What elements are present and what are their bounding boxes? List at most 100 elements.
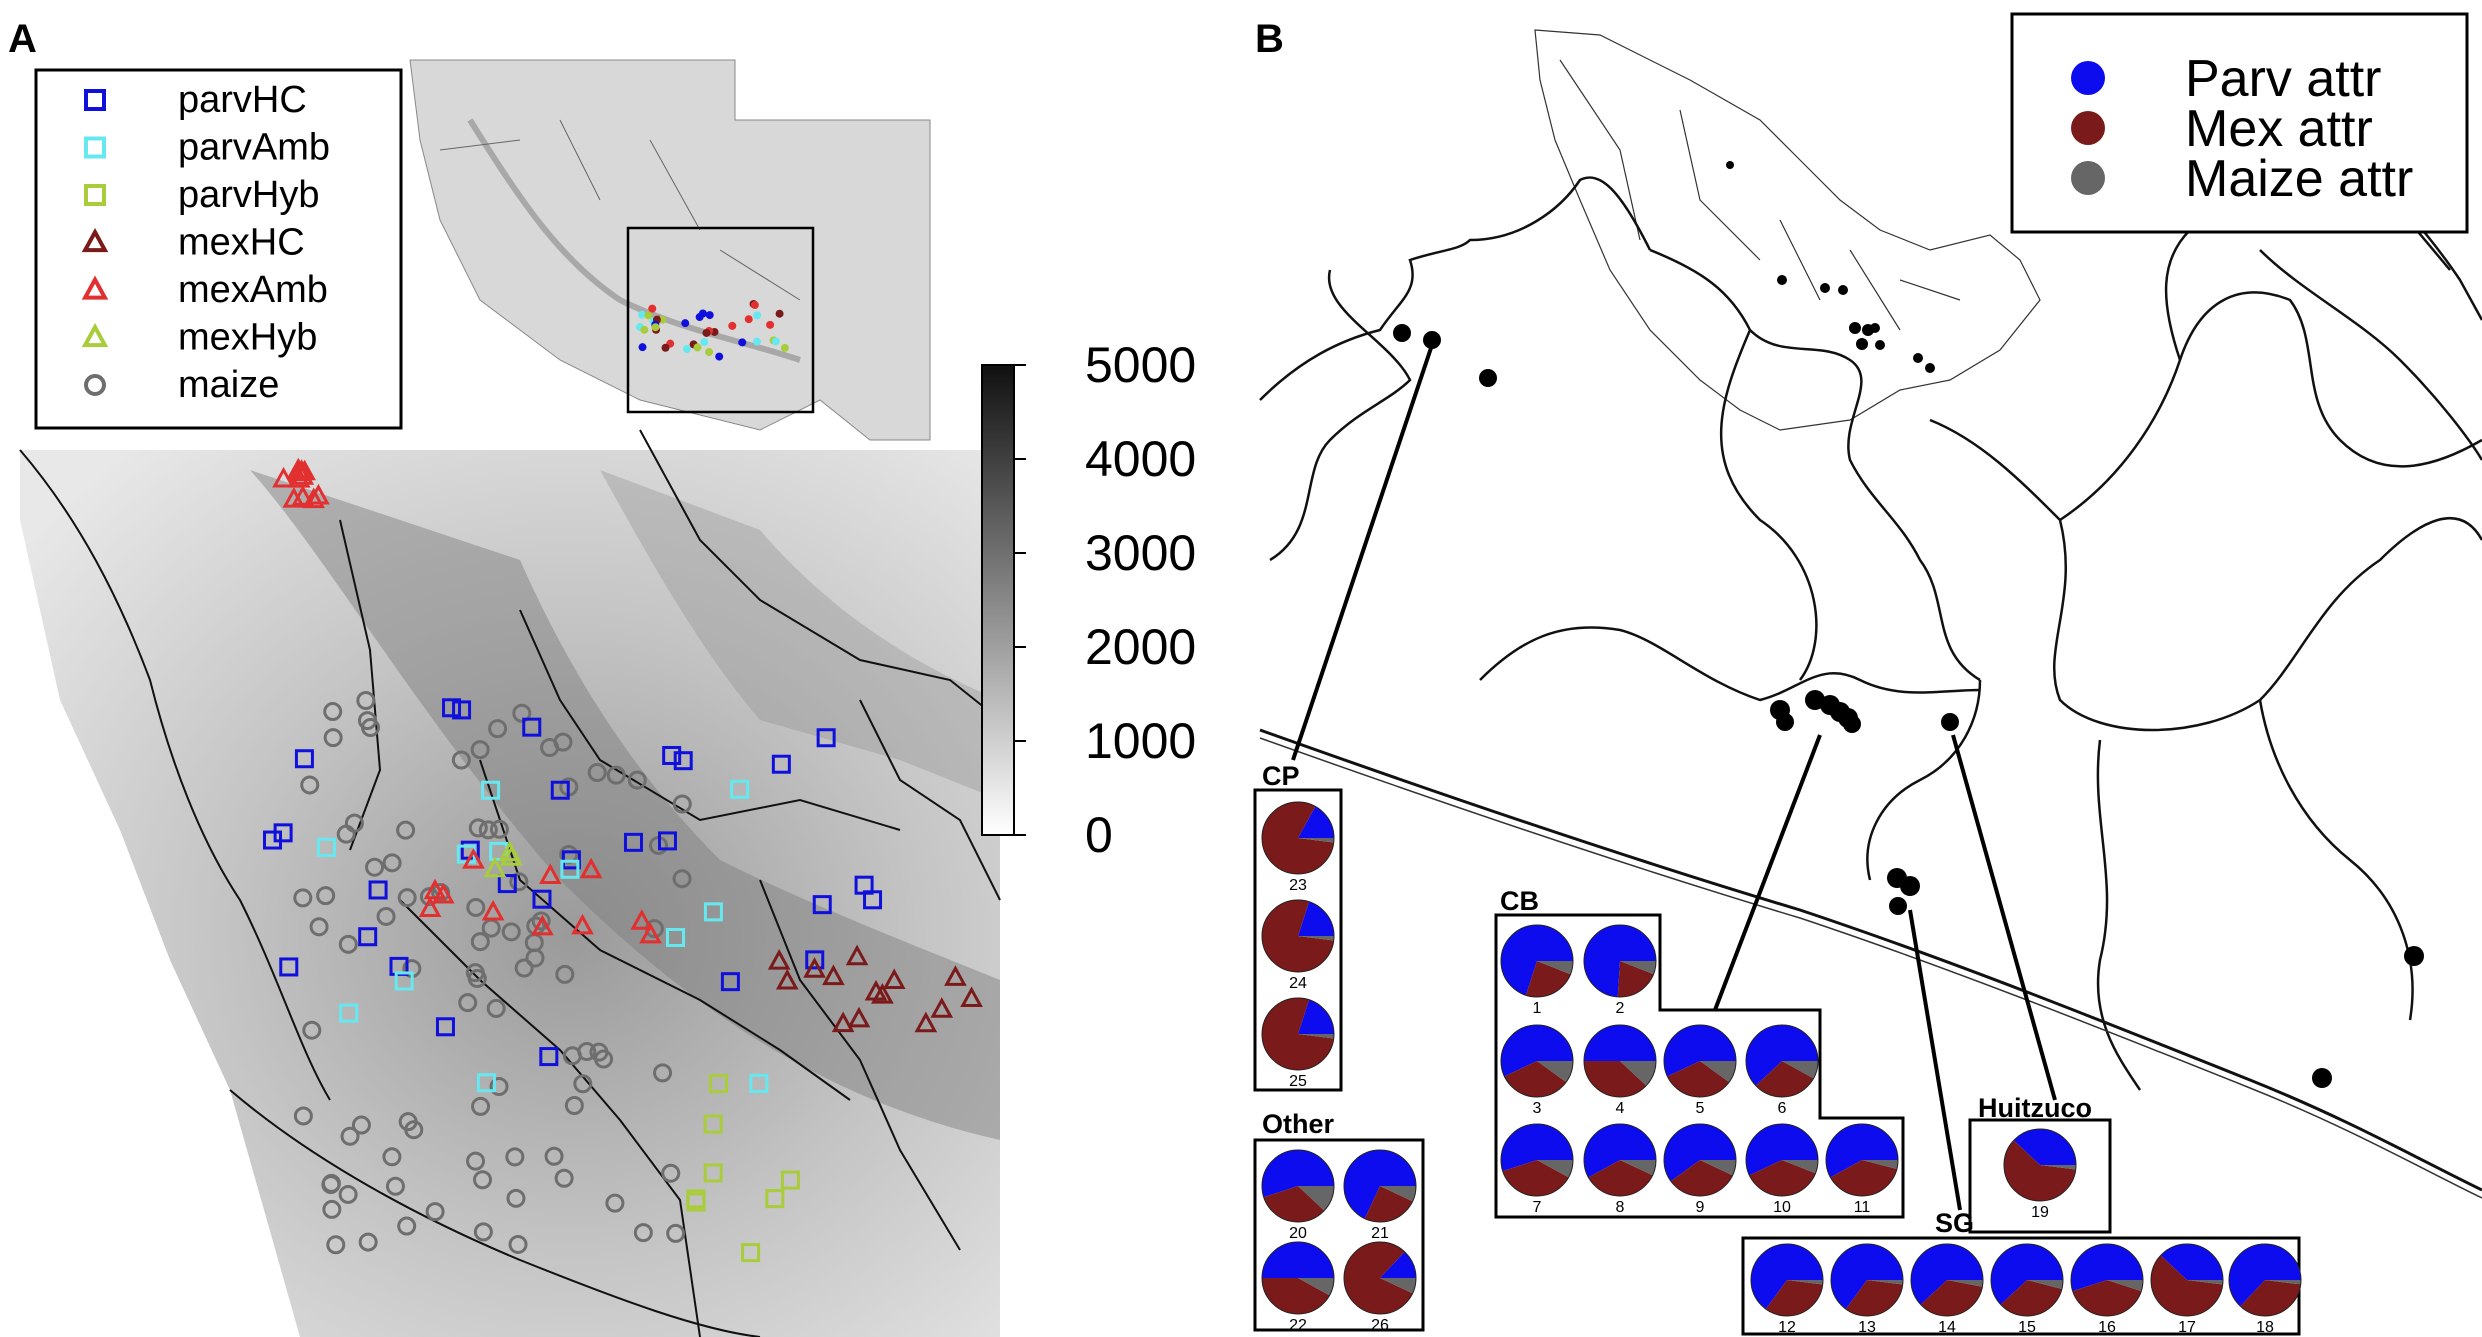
- pie-outline: [2150, 1243, 2224, 1317]
- map-point-maize: [351, 1115, 371, 1135]
- pie-slice-parv: [1501, 925, 1573, 996]
- map-point-parvHC: [358, 927, 378, 947]
- pie-slice-parv: [1262, 1242, 1334, 1278]
- pie-number: 18: [2256, 1319, 2274, 1336]
- pie-slice-maize: [2187, 1280, 2223, 1285]
- map-point-maize: [396, 820, 416, 840]
- map-point-mexAmb: [531, 914, 554, 936]
- pie-slice-mex: [1617, 961, 1654, 997]
- map-point-parvAmb: [317, 837, 337, 857]
- map-point-parvHyb: [703, 1114, 723, 1134]
- map-point-maize: [466, 897, 486, 917]
- pie-number: 16: [2098, 1319, 2116, 1336]
- pie-slice-mex: [1262, 997, 1334, 1071]
- pie-outline: [2228, 1243, 2302, 1317]
- pie-number: 5: [1696, 1100, 1705, 1117]
- pie-slice-maize: [1298, 838, 1334, 843]
- pie-slice-maize: [2265, 1280, 2301, 1285]
- map-point-parvHC: [854, 875, 874, 895]
- map-point-mexAmb: [538, 863, 562, 884]
- legend-label: Maize attr: [2185, 150, 2413, 208]
- pie-slice-mex: [1262, 899, 1334, 973]
- pie-number: 19: [2031, 1204, 2049, 1221]
- pie-slice-mex: [1344, 1242, 1413, 1314]
- inset-sample-dots: [636, 300, 789, 361]
- map-point-parvHC: [435, 1017, 455, 1037]
- pie-number: 2: [1616, 1000, 1625, 1017]
- pie-26: 26: [1343, 1241, 1417, 1334]
- pie-slice-parv: [2071, 1244, 2143, 1292]
- colorbar-tick-label: 0: [1085, 807, 1113, 863]
- map-point-maize: [672, 869, 692, 889]
- inset-dot: [648, 304, 657, 313]
- pie-25: 25: [1261, 997, 1335, 1090]
- pie-5: 5: [1663, 1024, 1737, 1117]
- map-point-maize: [382, 1147, 402, 1167]
- inset-dot: [766, 320, 775, 329]
- map-point-mexHC: [831, 1011, 855, 1033]
- pie-slice-parv: [1745, 1124, 1818, 1176]
- map-point-maize: [326, 1235, 346, 1255]
- map-point-maize: [661, 1163, 681, 1183]
- pie-outline: [1663, 1024, 1737, 1098]
- map-point-mexHC: [864, 979, 888, 1001]
- map-point-maize: [589, 1042, 609, 1062]
- pie-slice-maize: [1620, 1061, 1656, 1086]
- map-point-parvAmb: [666, 927, 686, 947]
- pie-outline: [1745, 1024, 1819, 1098]
- map-point-maize: [531, 911, 551, 931]
- inset-dot: [702, 328, 711, 337]
- pie-outline: [1583, 1024, 1657, 1098]
- pie-6: 6: [1745, 1024, 1819, 1117]
- pie-slice-mex: [1502, 1160, 1569, 1196]
- inset-dot: [638, 310, 647, 319]
- pie-slice-maize: [1862, 1160, 1898, 1169]
- pie-slice-mex: [1667, 1061, 1730, 1097]
- map-point-maize: [606, 765, 626, 785]
- map-point-mexHC: [882, 968, 906, 990]
- pie-outline: [1910, 1243, 1984, 1317]
- map-point-maize: [509, 872, 529, 892]
- map-point-mexAmb: [571, 913, 594, 935]
- inset-dot: [780, 343, 789, 352]
- pie-slice-mex: [1749, 1160, 1816, 1196]
- map-point-maize: [300, 775, 320, 795]
- colorbar-tick-label: 5000: [1085, 337, 1196, 393]
- pie-17: 17: [2150, 1243, 2224, 1336]
- map-point-maize: [544, 1146, 564, 1166]
- pie-20: 20: [1261, 1149, 1335, 1242]
- map-point-parvHyb: [703, 1163, 723, 1183]
- legend-symbol-mexAmb: [81, 275, 109, 300]
- pie-number: 23: [1289, 877, 1307, 894]
- inset-overview-map: [409, 59, 931, 441]
- map-point-maize: [525, 948, 545, 968]
- map-point-maize: [293, 888, 313, 908]
- map-point-mexHC: [914, 1011, 938, 1033]
- pie-slice-maize: [2107, 1280, 2143, 1292]
- pie-slice-mex: [2003, 1140, 2076, 1202]
- map-point-maize: [672, 794, 692, 814]
- map-point-parvAmb: [703, 902, 723, 922]
- inset-dot: [728, 321, 737, 330]
- pie-1: 1: [1500, 924, 1574, 1017]
- b-leader-lines: [1291, 344, 2057, 1211]
- pie-number: 22: [1289, 1317, 1307, 1334]
- map-point-maize: [506, 1188, 526, 1208]
- pie-slice-maize: [1782, 1061, 1818, 1079]
- map-point-parvHC: [812, 895, 832, 915]
- legend-symbol-parvHC: [84, 89, 106, 111]
- map-point-parvHyb: [765, 1189, 785, 1209]
- pie-outline: [1261, 1241, 1335, 1315]
- panel-a-legend: parvHC parvAmb parvHyb mexHC mexAmb mexHyb mai…: [34, 68, 403, 430]
- pie-slice-maize: [2040, 1165, 2076, 1170]
- pie-outline: [1583, 924, 1657, 998]
- pie-slice-maize: [1537, 961, 1573, 975]
- map-point-parvHC: [497, 874, 517, 894]
- legend-label-parvHyb: parvHyb: [178, 174, 320, 216]
- map-point-maize: [397, 888, 417, 908]
- map-point-mexAmb: [307, 483, 330, 505]
- pie-number: 8: [1616, 1199, 1625, 1216]
- pie-slice-mex: [1830, 1160, 1897, 1196]
- map-point-maize: [465, 963, 485, 983]
